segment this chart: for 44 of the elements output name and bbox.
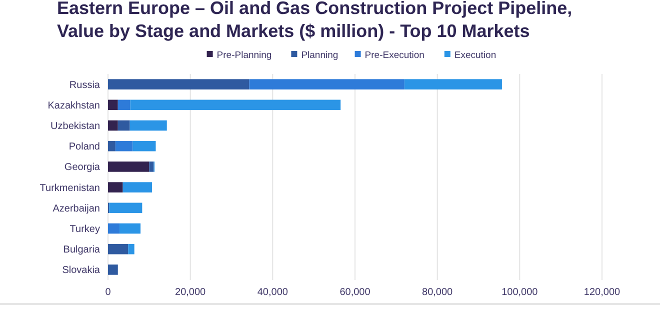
bar	[108, 162, 150, 172]
bar	[128, 244, 134, 254]
bar	[108, 223, 120, 234]
bar	[115, 140, 133, 152]
bar	[108, 264, 118, 275]
y-tick-label: Bulgaria	[63, 244, 100, 256]
bar	[404, 79, 502, 90]
y-tick-label: Poland	[68, 142, 100, 153]
bar	[109, 202, 142, 214]
bar	[149, 162, 154, 172]
y-tick-label: Azerbaijan	[52, 203, 100, 214]
x-tick-label: 60,000	[340, 287, 371, 298]
x-tick-label: 80,000	[422, 287, 454, 298]
legend-label: Pre-Planning	[216, 50, 272, 61]
bar	[130, 120, 167, 131]
x-tick-label: 40,000	[257, 287, 288, 298]
bar	[108, 182, 123, 192]
x-tick-label: 0	[105, 287, 112, 298]
bar	[118, 120, 130, 131]
y-tick-label: Turkmenistan	[40, 182, 100, 194]
bar	[108, 120, 118, 131]
x-tick-label: 20,000	[175, 287, 206, 298]
bar	[118, 100, 130, 110]
bar	[122, 182, 152, 192]
bar	[108, 79, 250, 90]
bar	[132, 140, 156, 152]
y-tick-label: Slovakia	[62, 265, 100, 276]
x-tick-label: 120,000	[584, 287, 621, 298]
legend-label: Execution	[454, 50, 496, 61]
y-tick-label: Russia	[69, 80, 100, 91]
y-tick-label: Turkey	[70, 224, 100, 235]
y-tick-label: Kazakhstan	[48, 100, 100, 112]
legend-label: Planning	[301, 50, 338, 61]
bar	[249, 79, 404, 90]
bar	[120, 223, 141, 234]
y-tick-label: Uzbekistan	[50, 121, 100, 132]
y-tick-label: Georgia	[64, 162, 100, 174]
chart-title: Eastern Europe – Oil and Gas Construction Project Pipeline, Value by Stage and Markets ($ million) - Top 10 Markets	[57, 0, 572, 41]
bar	[130, 100, 341, 110]
legend-label: Pre-Execution	[364, 50, 424, 61]
x-tick-label: 100,000	[502, 287, 538, 298]
bar	[108, 244, 128, 254]
bar	[108, 100, 118, 110]
bar	[108, 140, 116, 152]
